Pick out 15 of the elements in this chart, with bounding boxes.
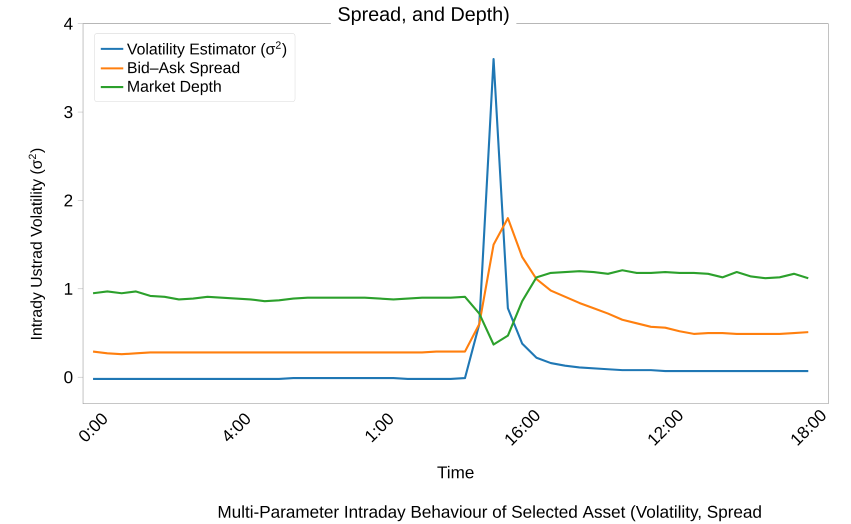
text: Multi-Parameter Intraday Behaviour of Selected Asset (Volatility, Spread — [218, 505, 761, 522]
y-tick-label: 1 — [64, 282, 72, 295]
y-tick-label: 3 — [64, 106, 72, 118]
x-tick-label: 1:00 — [366, 413, 393, 442]
y-tick-label: 4 — [64, 18, 73, 30]
x-tick-label: 0:00 — [79, 413, 107, 442]
y-axis-title: Intrady Ustrad Volatility (σ$^{2}$) — [28, 148, 46, 339]
legend-label: Bid–Ask Spread — [128, 62, 240, 76]
y-tick-label: 0 — [64, 371, 72, 384]
x-axis-title: Time — [437, 466, 474, 478]
legend-label: Volatility Estimator (σ$^{2}$) — [127, 41, 286, 58]
x-tick-label: 4:00 — [224, 413, 250, 442]
legend-label: Market Depth — [128, 80, 221, 96]
chart-title: Spread, and Depth) — [338, 6, 509, 25]
y-tick-label: 2 — [64, 194, 72, 206]
